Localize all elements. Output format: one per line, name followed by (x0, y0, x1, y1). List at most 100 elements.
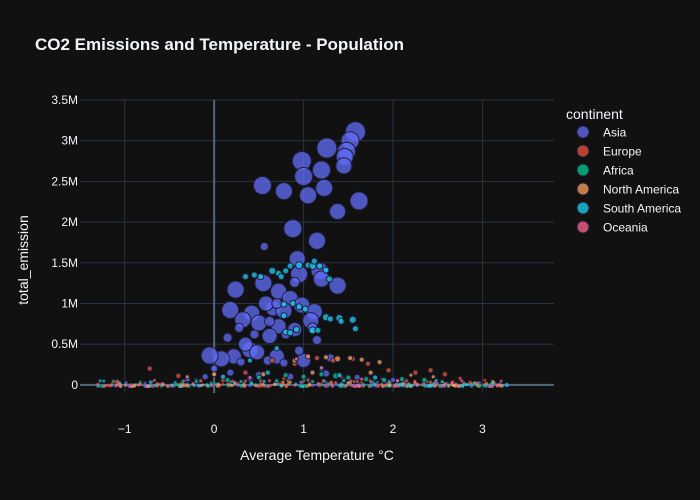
data-point (314, 355, 320, 362)
data-point (241, 273, 249, 281)
y-axis-ticks: 0 0.5M 1M 1.5M 2M 2.5M 3M 3.5M (51, 93, 78, 392)
cloud-point (457, 384, 461, 388)
cloud-point (117, 383, 121, 387)
cloud-point (230, 383, 234, 388)
data-point (282, 372, 289, 379)
data-point (329, 203, 347, 221)
cloud-point (148, 380, 152, 384)
cloud-point (123, 383, 128, 387)
data-point (271, 297, 283, 309)
data-point (175, 372, 182, 379)
data-point (295, 303, 303, 311)
cloud-point (415, 383, 419, 387)
cloud-point (209, 381, 213, 385)
data-point (277, 273, 285, 281)
series-4 (220, 257, 379, 381)
legend-label: North America (603, 183, 679, 197)
cloud-point (253, 383, 257, 388)
data-point (242, 369, 249, 376)
data-point (234, 322, 245, 333)
cloud-point (300, 380, 304, 384)
legend-marker (576, 163, 590, 177)
data-point (184, 374, 190, 380)
data-point (274, 378, 280, 384)
legend-item[interactable]: North America (576, 182, 679, 197)
data-point (268, 266, 277, 275)
cloud-point (468, 380, 472, 384)
cloud-point (496, 383, 501, 387)
data-point (322, 266, 330, 274)
x-tick-label: 1 (300, 422, 307, 436)
cloud-point (102, 384, 106, 389)
cloud-point (268, 383, 273, 388)
cloud-point (151, 384, 155, 389)
data-point (427, 367, 434, 374)
data-point (193, 379, 199, 385)
data-point (315, 178, 334, 197)
cloud-point (433, 384, 437, 388)
data-point (385, 367, 392, 374)
data-point (310, 379, 316, 385)
y-tick-label: 1.5M (51, 256, 78, 270)
data-point (236, 357, 246, 367)
cloud-point (115, 379, 120, 383)
data-point (430, 374, 436, 380)
cloud-point (102, 379, 106, 383)
cloud-point (424, 384, 428, 388)
data-point (326, 275, 334, 283)
data-point (294, 167, 314, 187)
cloud-point (279, 383, 283, 388)
data-point (309, 369, 316, 376)
cloud-point (192, 384, 196, 388)
cloud-point (335, 382, 339, 386)
cloud-point (226, 382, 230, 386)
cloud-point (453, 384, 457, 388)
data-point (295, 261, 304, 270)
cloud-point (210, 383, 214, 388)
cloud-point (249, 382, 253, 386)
data-point (293, 356, 299, 362)
cloud-point (426, 384, 430, 389)
cloud-point (124, 380, 128, 385)
data-point (403, 378, 409, 384)
cloud-point (152, 378, 157, 382)
x-tick-label: 2 (390, 422, 397, 436)
legend-item[interactable]: Asia (576, 125, 627, 140)
data-point (282, 267, 290, 275)
legend-item[interactable]: Oceania (576, 220, 648, 235)
data-point (289, 276, 301, 288)
data-point (299, 186, 318, 205)
cloud-point (330, 384, 334, 388)
cloud-point (499, 379, 503, 383)
data-point (359, 376, 365, 382)
cloud-point (98, 379, 102, 383)
legend-label: Oceania (603, 221, 648, 235)
cloud-point (287, 381, 291, 385)
data-point (211, 371, 218, 378)
cloud-point (437, 384, 441, 388)
data-point (292, 326, 300, 334)
y-tick-label: 3M (61, 134, 78, 148)
data-point (441, 371, 448, 378)
cloud-point (304, 384, 308, 388)
data-point (226, 280, 245, 299)
cloud-point (469, 383, 473, 388)
data-point (328, 276, 347, 295)
data-point (264, 315, 276, 327)
legend-item[interactable]: Africa (576, 163, 634, 178)
cloud-point (216, 384, 220, 388)
cloud-point (262, 379, 266, 384)
cloud-point (392, 383, 397, 387)
data-point (221, 300, 240, 319)
legend-item[interactable]: Europe (576, 144, 642, 159)
data-point (376, 359, 383, 366)
cloud-point (198, 384, 202, 388)
data-point (294, 345, 305, 356)
data-point (237, 336, 253, 352)
cloud-point (368, 379, 372, 383)
cloud-point (110, 382, 114, 386)
data-point (300, 373, 307, 380)
legend-item[interactable]: South America (576, 201, 681, 216)
cloud-point (127, 383, 131, 387)
